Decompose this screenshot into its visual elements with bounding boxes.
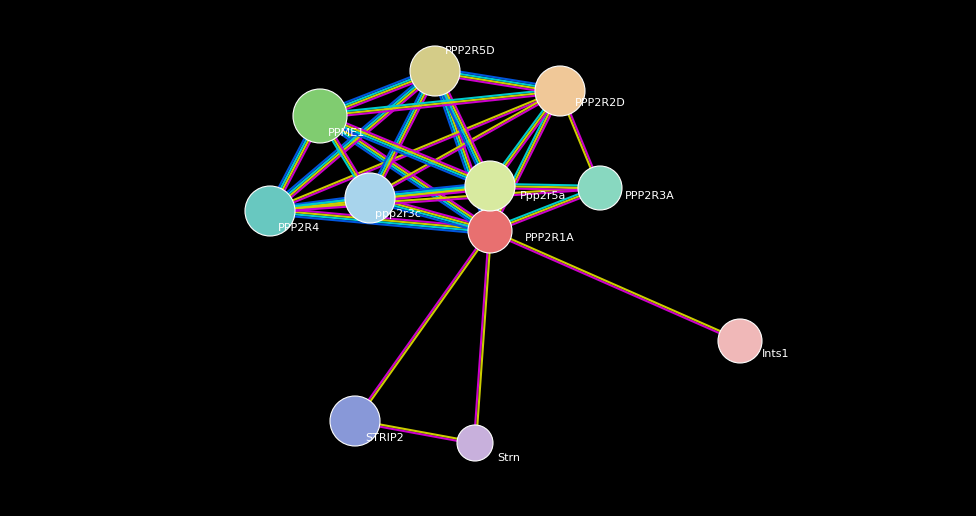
Circle shape [535, 66, 585, 116]
Text: ppp2r3c: ppp2r3c [375, 209, 421, 219]
Text: PPP2R1A: PPP2R1A [525, 233, 575, 243]
Text: PPP2R2D: PPP2R2D [575, 98, 626, 108]
Circle shape [245, 186, 295, 236]
Text: PPP2R4: PPP2R4 [278, 223, 320, 233]
Text: PPP2R5D: PPP2R5D [445, 46, 496, 56]
Circle shape [457, 425, 493, 461]
Circle shape [330, 396, 380, 446]
Text: Strn: Strn [497, 453, 520, 463]
Circle shape [410, 46, 460, 96]
Circle shape [468, 209, 512, 253]
Text: PPP2R3A: PPP2R3A [625, 191, 674, 201]
Text: Ints1: Ints1 [762, 349, 790, 359]
Text: STRIP2: STRIP2 [365, 433, 404, 443]
Text: PPME1: PPME1 [328, 128, 365, 138]
Circle shape [578, 166, 622, 210]
Circle shape [293, 89, 347, 143]
Text: Ppp2r5a: Ppp2r5a [520, 191, 566, 201]
Circle shape [718, 319, 762, 363]
Circle shape [345, 173, 395, 223]
Circle shape [465, 161, 515, 211]
